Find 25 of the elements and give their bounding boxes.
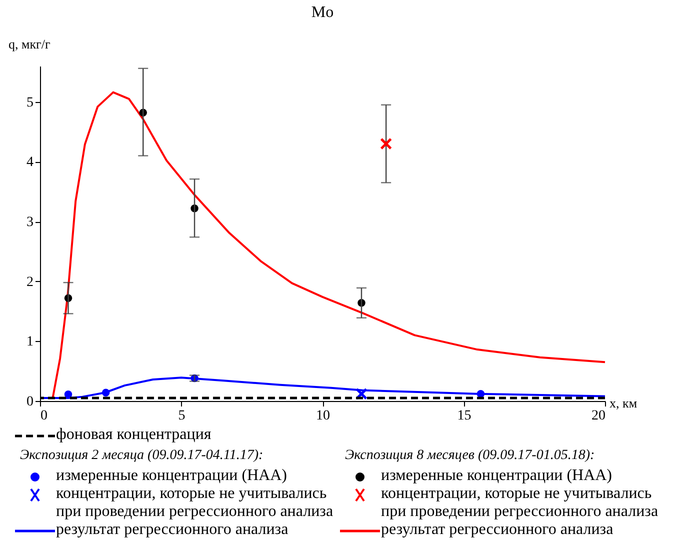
line-series — [52, 91, 606, 400]
y-tick-label: 5 — [26, 95, 34, 110]
y-tick-label: 0 — [26, 394, 34, 410]
chart-title: Mo — [311, 4, 334, 21]
x-tick-label: 10 — [316, 408, 330, 424]
legend-label: измеренные концентрации (НАА) — [381, 467, 612, 485]
x-tick-label: 20 — [592, 408, 606, 424]
legend-label: результат регрессионного анализа — [56, 521, 288, 539]
x-axis-title: x, км — [610, 396, 638, 410]
point — [380, 138, 392, 150]
y-axis-title: q, мкг/г — [8, 36, 50, 52]
y-tick-label: 1 — [26, 334, 34, 350]
point — [476, 390, 485, 398]
y-tick-label: 2 — [26, 274, 34, 290]
point — [102, 388, 110, 396]
x-tick-label: 15 — [457, 408, 472, 424]
x-tick-label: 5 — [178, 408, 186, 424]
x-tick-label: 0 — [40, 408, 48, 424]
legend-label: фоновая концентрация — [56, 426, 212, 444]
legend-label: результат регрессионного анализа — [381, 521, 614, 539]
text: Экспозиция 8 месяцев (09.09.17-01.05.18): — [345, 447, 596, 465]
y-tick-label: 4 — [26, 155, 34, 170]
text: Экспозиция 2 месяца (09.09.17-04.11.17): — [20, 447, 264, 465]
legend-label: измеренные концентрации (НАА) — [56, 467, 288, 485]
y-tick-label: 3 — [26, 215, 34, 230]
